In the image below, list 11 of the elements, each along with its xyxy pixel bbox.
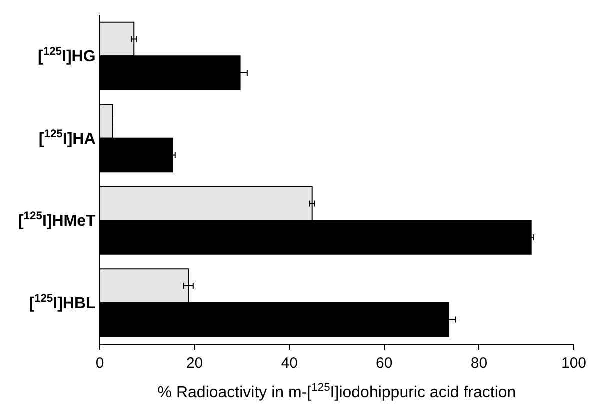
y-tick-label: [$^{125}$I]HMeT [18,210,96,230]
x-axis-title: % Radioactivity in m-[$^{125}$I]iodohippuric acid fraction [158,382,516,402]
x-tick-label: 80 [470,355,488,372]
x-tick-label: 40 [281,355,298,372]
x-tick-label: 60 [376,355,393,372]
x-tick-label: 100 [561,355,587,372]
x-tick-label: 20 [186,355,204,372]
y-tick-label: [$^{125}$I]HA [38,128,96,148]
x-tick-label: 0 [96,355,104,372]
y-tick-label: [$^{125}$I]HBL [29,292,96,312]
y-tick-label: [$^{125}$I]HG [38,46,96,66]
